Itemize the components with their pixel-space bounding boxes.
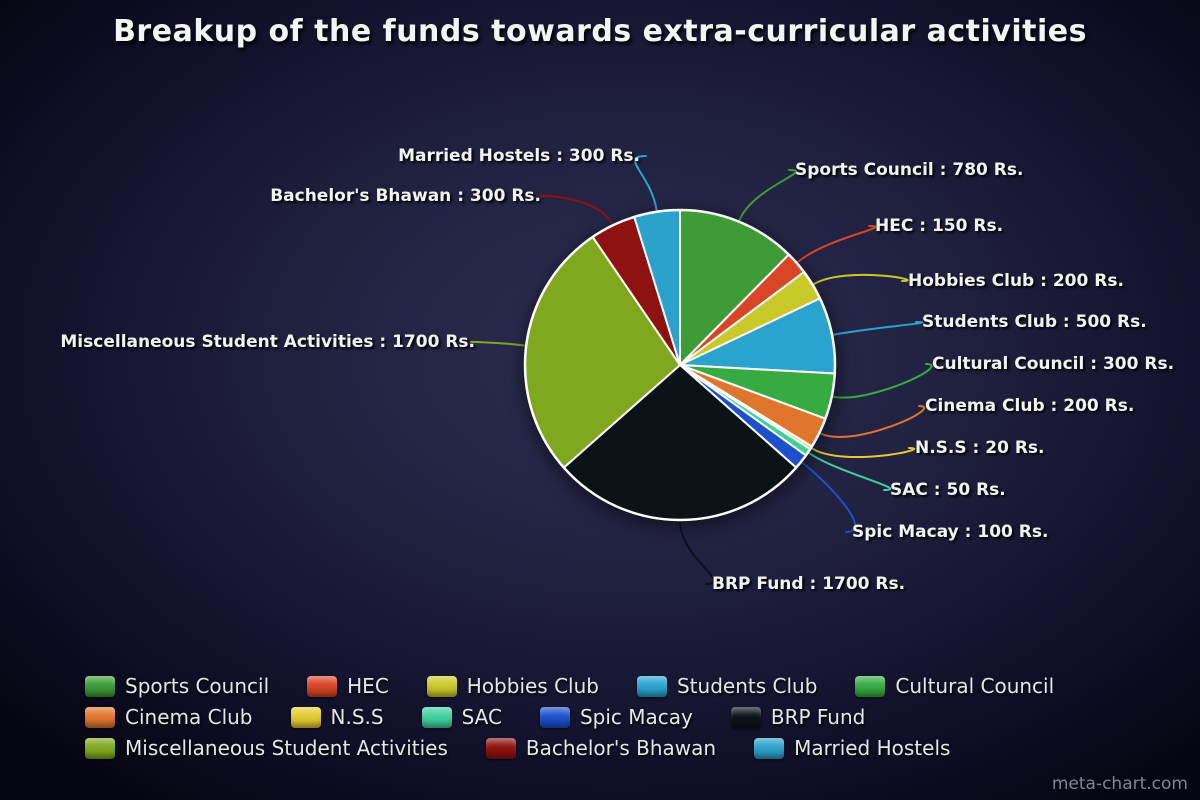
legend-label: Cultural Council	[895, 674, 1055, 698]
legend-label: SAC	[461, 705, 502, 729]
legend-item-married-hostels: Married Hostels	[754, 736, 950, 760]
leader-line-cultural-council	[831, 363, 933, 399]
legend-swatch-brp-fund	[730, 706, 761, 728]
legend-label: Sports Council	[125, 674, 270, 698]
leader-line-miscellaneous-student-activities	[469, 340, 527, 347]
legend-item-hobbies-club: Hobbies Club	[426, 674, 599, 698]
legend-label: Miscellaneous Student Activities	[125, 736, 448, 760]
legend-item-cinema-club: Cinema Club	[85, 705, 253, 729]
legend: Sports Council HEC Hobbies Club Students Cl…	[85, 674, 1054, 760]
chart-title: Breakup of the funds towards extra-curri…	[113, 14, 1087, 49]
leader-line-cinema-club	[819, 405, 925, 439]
leader-line-sac	[807, 451, 892, 491]
leader-line-spic-macay	[801, 461, 856, 533]
legend-item-bachelor-s-bhawan: Bachelor's Bhawan	[485, 736, 717, 760]
legend-item-sports-council: Sports Council	[85, 674, 269, 698]
legend-swatch-spic-macay	[539, 706, 570, 728]
legend-row: Cinema Club N.S.S SAC Spic Macay BRP Fund	[85, 705, 1054, 729]
legend-label: Cinema Club	[125, 705, 253, 729]
legend-swatch-n-s-s	[290, 706, 321, 728]
legend-label: HEC	[347, 674, 389, 698]
legend-swatch-hobbies-club	[426, 675, 457, 697]
legend-item-hec: HEC	[307, 674, 389, 698]
pie-outline	[523, 208, 837, 522]
legend-swatch-sac	[421, 706, 452, 728]
legend-label: BRP Fund	[770, 705, 866, 729]
legend-label: Hobbies Club	[466, 674, 599, 698]
leader-line-bachelor-s-bhawan	[540, 194, 614, 226]
leader-line-sports-council	[738, 169, 798, 222]
legend-row: Sports Council HEC Hobbies Club Students Cl…	[85, 674, 1054, 698]
legend-swatch-hec	[307, 675, 338, 697]
legend-swatch-bachelor-s-bhawan	[485, 737, 516, 759]
legend-swatch-students-club	[636, 675, 667, 697]
legend-item-students-club: Students Club	[636, 674, 818, 698]
legend-label: Students Club	[676, 674, 818, 698]
legend-item-n-s-s: N.S.S	[290, 705, 384, 729]
leader-line-n-s-s	[810, 447, 915, 458]
leader-line-brp-fund	[679, 520, 715, 585]
legend-swatch-cinema-club	[85, 706, 115, 728]
leader-line-married-hostels	[633, 155, 658, 212]
legend-swatch-married-hostels	[754, 737, 785, 759]
leader-line-hec	[796, 225, 877, 264]
legend-item-spic-macay: Spic Macay	[539, 705, 693, 729]
legend-swatch-sports-council	[85, 675, 115, 697]
legend-label: N.S.S	[330, 705, 384, 729]
legend-row: Miscellaneous Student Activities Bachelor…	[85, 736, 1054, 760]
legend-swatch-cultural-council	[855, 675, 886, 697]
leader-line-hobbies-club	[812, 273, 909, 286]
legend-swatch-miscellaneous-student-activities	[85, 737, 115, 759]
legend-label: Spic Macay	[579, 705, 693, 729]
pie-slices	[523, 208, 837, 522]
legend-item-brp-fund: BRP Fund	[730, 705, 866, 729]
legend-label: Bachelor's Bhawan	[525, 736, 717, 760]
legend-item-sac: SAC	[421, 705, 502, 729]
watermark: meta-chart.com	[1051, 774, 1188, 794]
legend-label: Married Hostels	[794, 736, 951, 760]
leader-line-students-club	[832, 321, 924, 336]
leader-lines	[469, 155, 933, 585]
legend-item-cultural-council: Cultural Council	[855, 674, 1054, 698]
legend-item-miscellaneous-student-activities: Miscellaneous Student Activities	[85, 736, 448, 760]
